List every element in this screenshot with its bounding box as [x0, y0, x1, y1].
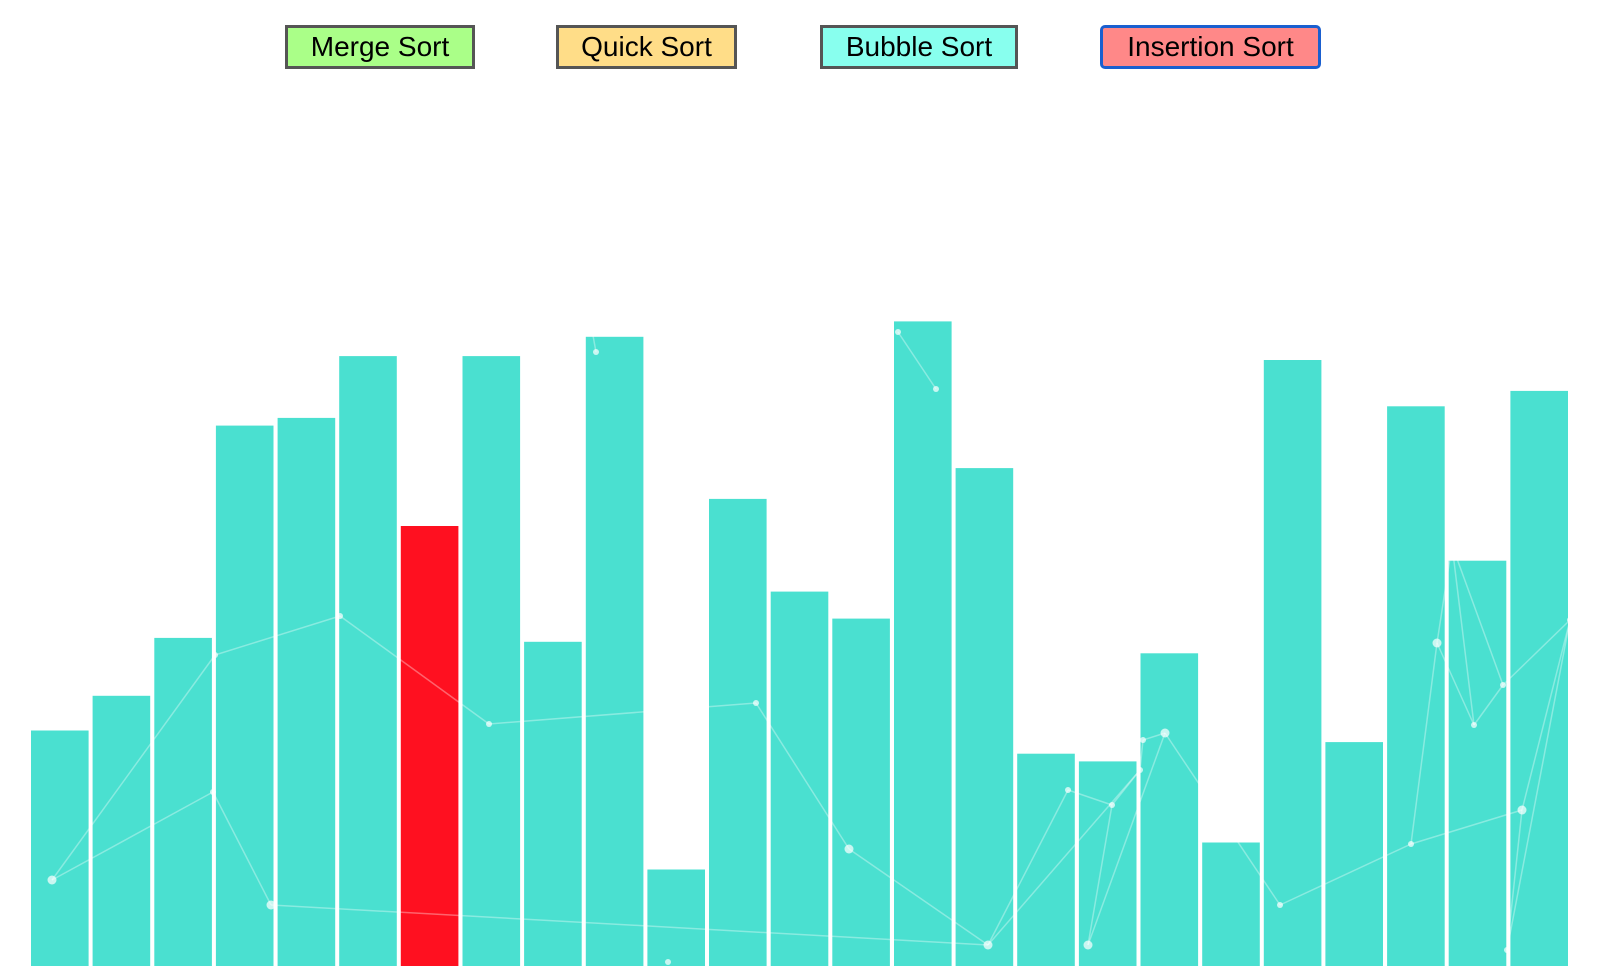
network-link	[1506, 809, 1523, 951]
network-link	[1164, 732, 1281, 906]
network-link	[270, 904, 989, 946]
network-link	[212, 791, 272, 906]
merge-sort-button[interactable]: Merge Sort	[285, 25, 475, 69]
bar	[894, 321, 952, 966]
bar	[524, 641, 582, 966]
network-link	[1279, 843, 1412, 906]
bar	[92, 695, 151, 966]
network-particle	[844, 844, 854, 854]
network-particle	[1471, 722, 1477, 728]
bar	[339, 356, 397, 967]
network-link	[488, 702, 757, 725]
network-particle	[1517, 805, 1527, 815]
network-particle	[593, 349, 599, 355]
insertion-sort-button[interactable]: Insertion Sort	[1100, 25, 1321, 69]
network-particle	[486, 721, 492, 727]
network-link	[1111, 769, 1141, 806]
bar	[1263, 360, 1322, 966]
network-particle	[1432, 638, 1442, 648]
network-particle	[1140, 737, 1146, 743]
network-particle	[753, 700, 759, 706]
network-particle	[1160, 728, 1170, 738]
bar	[1140, 653, 1199, 966]
network-link	[848, 848, 989, 946]
network-particle	[1500, 682, 1506, 688]
network-particle	[1083, 940, 1093, 950]
network-particle	[1065, 787, 1071, 793]
network-link	[212, 654, 216, 793]
network-link	[1087, 732, 1166, 946]
network-link	[1506, 619, 1571, 951]
network-link	[339, 615, 490, 725]
quick-sort-button[interactable]: Quick Sort	[556, 25, 737, 69]
network-link	[897, 331, 937, 390]
bar	[1325, 742, 1383, 966]
network-link	[1436, 544, 1453, 644]
network-link	[1139, 739, 1144, 771]
network-link	[51, 791, 214, 881]
network-link	[1451, 544, 1475, 726]
network-particle	[210, 789, 216, 795]
network-particle	[895, 329, 901, 335]
bar	[1202, 842, 1260, 966]
network-particle	[585, 314, 595, 324]
bar	[647, 869, 705, 966]
network-particle	[1447, 540, 1457, 550]
network-link	[1521, 619, 1571, 811]
network-link	[1502, 619, 1571, 686]
network-link	[1451, 544, 1504, 686]
network-link	[987, 769, 1141, 946]
network-particle	[337, 613, 343, 619]
bar	[585, 336, 644, 966]
bar	[770, 591, 829, 966]
network-link	[755, 702, 850, 850]
bar	[1510, 390, 1568, 966]
network-particle	[266, 900, 276, 910]
network-link	[1436, 642, 1475, 726]
network-particle	[1504, 947, 1510, 953]
network-link	[1410, 809, 1523, 845]
bar	[215, 425, 274, 967]
bar	[1078, 761, 1137, 966]
network-particle	[47, 875, 57, 885]
bar	[709, 498, 767, 966]
network-particle	[1567, 617, 1573, 623]
bar	[277, 417, 336, 966]
network-link	[589, 318, 597, 353]
network-link	[1473, 684, 1504, 726]
bar	[1387, 406, 1445, 966]
network-particle	[1137, 767, 1143, 773]
bubble-sort-button[interactable]: Bubble Sort	[820, 25, 1018, 69]
bar	[1448, 560, 1507, 966]
network-particle	[933, 386, 939, 392]
bar	[154, 637, 212, 966]
bar	[832, 618, 890, 966]
bar	[462, 356, 521, 967]
network-particle	[1109, 802, 1115, 808]
network-particle	[212, 652, 218, 658]
bar	[31, 730, 89, 966]
network-link	[1067, 789, 1113, 806]
network-link	[1410, 642, 1438, 845]
bar-highlighted	[400, 526, 459, 966]
network-link	[51, 654, 216, 881]
bar	[1017, 753, 1075, 966]
network-particle	[665, 959, 671, 965]
network-link	[1087, 804, 1113, 946]
network-particle	[1408, 841, 1414, 847]
network-link	[214, 615, 341, 656]
network-particle	[1277, 902, 1283, 908]
network-link	[987, 789, 1069, 946]
network-particle	[983, 940, 993, 950]
bar	[955, 468, 1014, 966]
